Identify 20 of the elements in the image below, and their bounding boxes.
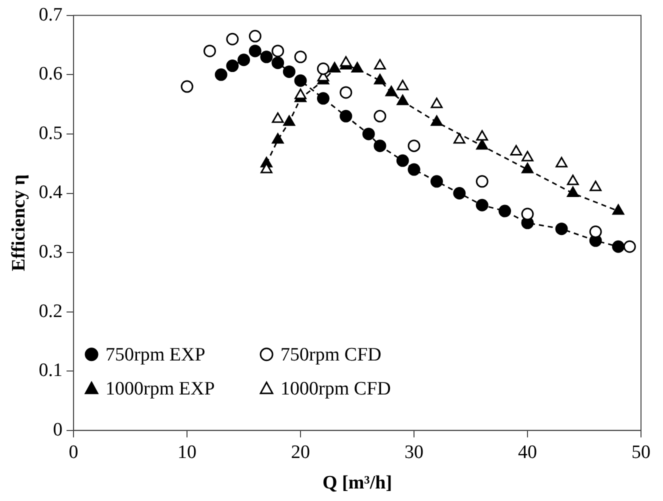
y-tick-label: 0.4 <box>38 182 64 204</box>
x-tick-label: 20 <box>291 442 310 463</box>
x-tick-label: 30 <box>404 442 424 463</box>
y-tick-label: 0.5 <box>38 122 63 144</box>
y-tick-label: 0.1 <box>38 360 63 382</box>
legend-label: 1000rpm CFD <box>280 378 391 400</box>
y-tick-label: 0.2 <box>38 300 63 322</box>
x-tick-label: 50 <box>632 442 650 463</box>
legend-label: 750rpm EXP <box>106 344 206 366</box>
y-axis-title: Efficiency η <box>8 174 30 272</box>
legend-label: 750rpm CFD <box>280 344 382 366</box>
x-tick-label: 0 <box>68 442 78 463</box>
y-tick-label: 0 <box>53 419 63 440</box>
y-tick-label: 0.3 <box>38 242 63 263</box>
x-tick-label: 40 <box>518 442 538 463</box>
x-axis-title: Q [m³/h] <box>322 472 392 494</box>
legend-label: 1000rpm EXP <box>106 378 215 400</box>
y-tick-label: 0.6 <box>38 64 63 85</box>
y-tick-label: 0.7 <box>38 4 63 26</box>
x-tick-label: 10 <box>178 442 197 463</box>
